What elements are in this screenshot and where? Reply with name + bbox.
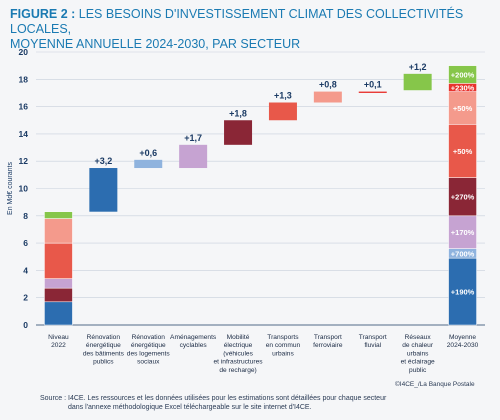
segment-pct-label: +230% (451, 83, 475, 92)
credit-text: ©I4CE_/La Banque Postale (395, 381, 475, 388)
segment-pct-label: +50% (453, 147, 473, 156)
x-category-label: énergétique (86, 342, 121, 349)
x-category-label: Réseaux (405, 334, 432, 341)
y-tick-label: 18 (19, 74, 29, 84)
x-category-label: des bâtiments (83, 350, 125, 357)
source-note: Source : I4CE. Les ressources et les don… (40, 394, 480, 412)
x-category-label: urbains (407, 350, 429, 357)
segment-pct-label: +700% (451, 249, 475, 258)
x-category-label: 2022 (51, 342, 66, 349)
bar-segment-2030 (448, 177, 477, 217)
x-category-label: et infrastructures (213, 359, 263, 366)
bar-segment-2022 (44, 301, 73, 326)
x-category-label: fluvial (364, 342, 381, 349)
y-tick-label: 14 (19, 129, 29, 139)
segment-pct-label: +200% (451, 71, 475, 80)
x-category-label: urbains (272, 350, 294, 357)
y-axis-label: En Md€ courants (7, 162, 14, 215)
increment-label: +1,8 (229, 108, 247, 118)
bar-segment-2030 (448, 91, 477, 125)
x-category-label: ferroviaire (313, 342, 343, 349)
source-line-1: Source : I4CE. Les ressources et les don… (40, 395, 387, 402)
x-category-label: Transport (314, 334, 342, 341)
waterfall-bar (403, 73, 432, 91)
increment-label: +0,1 (364, 80, 382, 90)
x-category-label: (véhicules (223, 350, 253, 357)
segment-pct-label: +190% (451, 288, 475, 297)
x-category-label: Mobilité (227, 334, 250, 341)
waterfall-bar (134, 159, 163, 169)
bar-segment-2022 (44, 287, 73, 303)
bar-segment-2030 (448, 124, 477, 178)
y-tick-label: 10 (19, 184, 29, 194)
x-category-label: public (409, 367, 427, 374)
segment-pct-label: +50% (453, 104, 473, 113)
bar-segment-2030 (448, 65, 477, 84)
y-tick-label: 4 (23, 265, 28, 275)
x-category-label: électrique (224, 342, 253, 349)
x-category-label: Rénovation (87, 334, 121, 341)
increment-label: +1,7 (184, 133, 202, 143)
waterfall-bar (268, 102, 297, 121)
x-category-label: et éclairage (401, 359, 435, 366)
title-line2: MOYENNE ANNUELLE 2024-2030, PAR SECTEUR (10, 37, 301, 51)
y-tick-label: 12 (19, 156, 29, 166)
y-tick-label: 8 (23, 211, 28, 221)
segment-pct-label: +170% (451, 228, 475, 237)
x-category-label: Transports (267, 334, 299, 341)
increment-label: +3,2 (94, 156, 112, 166)
waterfall-bar (358, 91, 387, 93)
title-prefix: FIGURE 2 : (10, 7, 76, 21)
y-tick-label: 2 (23, 293, 28, 303)
waterfall-bar (89, 168, 118, 212)
chart-title: FIGURE 2 : LES BESOINS D'INVESTISSEMENT … (10, 7, 495, 52)
bar-segment-2030 (448, 215, 477, 249)
x-category-label: Aménagements (170, 334, 217, 341)
increment-label: +0,6 (139, 148, 157, 158)
increment-label: +0,8 (319, 80, 337, 90)
x-category-label: Moyenne (449, 334, 476, 341)
bar-segment-2022 (44, 211, 73, 219)
x-category-label: sociaux (137, 359, 160, 366)
waterfall-bar (224, 120, 253, 145)
x-category-label: énergétique (131, 342, 166, 349)
x-category-label: cyclables (180, 342, 208, 349)
x-category-label: Rénovation (132, 334, 166, 341)
x-category-label: en commun (266, 342, 301, 349)
bar-segment-2030 (448, 257, 477, 326)
title-rest: LES BESOINS D'INVESTISSEMENT CLIMAT DES … (10, 7, 464, 36)
source-line-2: dans l'annexe méthodologique Excel téléc… (68, 404, 312, 411)
waterfall-bar (179, 144, 208, 169)
x-category-label: de recharge) (219, 367, 256, 374)
bar-segment-2022 (44, 278, 73, 289)
y-tick-label: 6 (23, 238, 28, 248)
x-category-label: 2024-2030 (447, 342, 479, 349)
x-category-label: publics (93, 359, 114, 366)
segment-pct-label: +270% (451, 193, 475, 202)
y-tick-label: 16 (19, 102, 29, 112)
y-tick-label: 0 (23, 320, 28, 330)
bar-segment-2022 (44, 218, 73, 244)
x-category-label: Transport (359, 334, 387, 341)
increment-label: +1,2 (409, 62, 427, 72)
y-tick-label: 20 (19, 47, 29, 57)
increment-label: +1,3 (274, 91, 292, 101)
waterfall-bar (313, 91, 342, 103)
x-category-label: des logements (127, 350, 171, 357)
x-category-label: de chaleur (402, 342, 434, 349)
x-category-label: Niveau (48, 334, 69, 341)
bar-segment-2022 (44, 242, 73, 279)
